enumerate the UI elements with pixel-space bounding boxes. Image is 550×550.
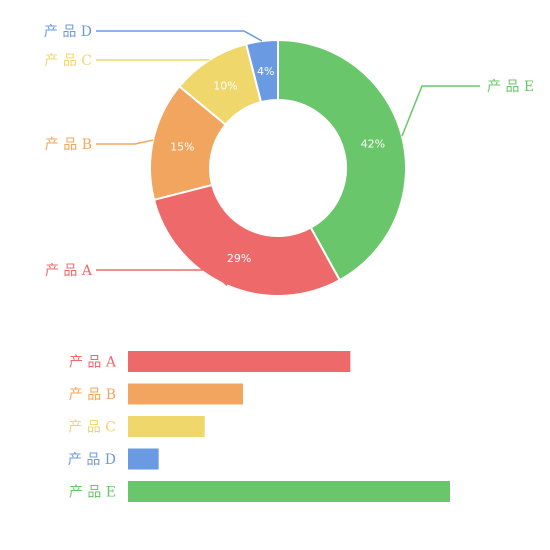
bar-chart: 产 品 A 产 品 B 产 品 C 产 品 D 产 品 E (68, 351, 450, 502)
bar-category-label-4: 产 品 D (68, 452, 116, 468)
donut-leader-line-4 (96, 30, 263, 42)
donut-leader-line-5 (401, 85, 480, 137)
donut-percent-label-2: 15% (170, 141, 194, 154)
bar-5[interactable] (128, 481, 450, 502)
donut-chart: 42% 产 品 E 29% 产 品 A 15% 产 品 B 10% 产 品 C 4% 产 品 D (44, 24, 534, 297)
donut-category-label-5: 产 品 E (487, 79, 534, 95)
donut-percent-label-3: 10% (213, 79, 237, 92)
donut-category-label-1: 产 品 A (45, 263, 93, 279)
bar-category-label-5: 产 品 E (69, 485, 116, 501)
donut-slice-1[interactable] (152, 183, 342, 297)
bar-2[interactable] (128, 383, 243, 405)
donut-percent-label-1: 29% (227, 252, 251, 265)
donut-category-label-4: 产 品 D (44, 24, 92, 40)
donut-category-label-2: 产 品 B (45, 137, 92, 153)
bar-3[interactable] (128, 416, 205, 437)
donut-category-label-3: 产 品 C (44, 53, 92, 69)
donut-leader-line-1 (96, 269, 228, 287)
donut-slice-5[interactable] (277, 38, 407, 282)
bar-1[interactable] (128, 351, 351, 372)
bar-4[interactable] (128, 448, 159, 470)
bar-category-label-3: 产 品 C (68, 420, 116, 436)
bar-category-label-2: 产 品 B (69, 387, 116, 403)
bar-category-label-1: 产 品 A (69, 355, 117, 371)
donut-percent-label-4: 4% (257, 65, 274, 78)
donut-slice-4[interactable] (244, 38, 279, 104)
donut-leader-line-2 (96, 139, 154, 145)
donut-percent-label-5: 42% (361, 138, 385, 151)
